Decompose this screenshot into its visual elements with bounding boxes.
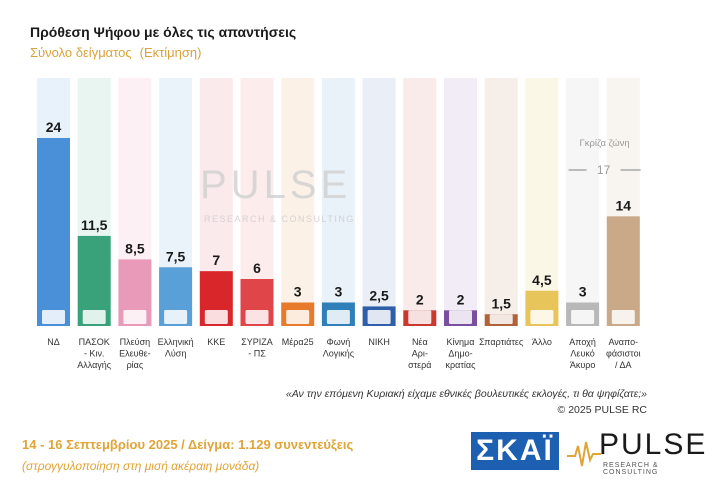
gray-zone-value: 17 [597,163,611,177]
survey-dates-sample: 14 - 16 Σεπτεμβρίου 2025 / Δείγμα: 1.129… [22,437,354,452]
party-logo [326,310,350,324]
copyright-note: © 2025 PULSE RC [557,404,647,416]
value-label: 7,5 [166,248,186,264]
pulse-wave-icon [567,441,601,467]
category-label: ΝΔ [47,337,60,347]
category-label: Αποχή [569,337,596,347]
column-background [444,78,477,326]
value-label: 2,5 [369,287,389,303]
category-label: ΣΥΡΙΖΑ [241,337,273,347]
gray-zone-label: Γκρίζα ζώνη [580,138,630,149]
category-label: - Κιν. [84,349,105,359]
survey-question: «Αν την επόμενη Κυριακή είχαμε εθνικές β… [285,388,647,400]
column-background [525,78,559,326]
category-label: Φωνή [327,337,351,347]
party-logo [82,310,106,324]
party-logo [204,310,228,324]
party-logo [42,310,65,324]
party-logo [571,310,595,324]
value-label: 3 [579,284,587,300]
category-label: Πλεύση [120,337,151,347]
value-label: 3 [335,284,343,300]
category-label: Λύση [165,349,187,359]
value-label: 14 [616,197,632,213]
chart-title: Πρόθεση Ψήφου με όλες τις απαντήσεις [30,24,297,40]
value-label: 1,5 [491,295,511,311]
party-logo [123,310,147,324]
party-logo [489,314,513,324]
bar [606,216,640,326]
value-label: 3 [294,284,302,300]
category-label: φάσιστοι [606,349,641,359]
category-label: / ΔΑ [615,360,632,370]
column-background [484,78,518,326]
value-label: 2 [416,291,424,307]
chart-subtitle: Σύνολο δείγματος (Εκτίμηση) [30,45,201,60]
value-label: 8,5 [125,240,145,256]
category-label: Ελληνική [158,337,194,347]
value-label: 24 [46,119,62,135]
skai-logo: ΣΚΑΪ [471,432,559,470]
column-background [566,78,600,326]
column-background [281,78,315,326]
party-logo [611,310,635,324]
value-label: 2 [457,291,465,307]
category-label: Σπαρτιάτες [479,337,524,347]
category-label: Αρι- [412,349,428,359]
watermark-name: PULSE [200,163,351,207]
category-label: Μέρα25 [282,337,314,347]
party-logo [286,310,310,324]
category-label: στερά [408,360,431,370]
party-logo [367,310,391,324]
category-label: Νέα [412,337,428,347]
category-label: Λογικής [323,349,355,359]
vote-intention-chart: PULSE RESEARCH & CONSULTING 24 ΝΔ 11,5 ΠΑΣΟΚ -… [37,78,641,370]
value-label: 4,5 [532,272,552,288]
value-label: 6 [253,260,261,276]
pulse-logo: PULSE RESEARCH & CONSULTING [567,428,705,476]
category-label: Άκυρο [570,360,596,370]
category-label: Λευκό [570,349,594,359]
category-label: Δημο- [448,349,472,359]
column-background [321,78,355,326]
category-label: ρίας [127,360,144,370]
category-label: κρατίας [446,360,477,370]
value-label: 11,5 [81,217,108,233]
category-label: Κίνημα [447,337,475,347]
category-label: Αλλαγής [77,360,112,370]
pulse-logo-sub: RESEARCH & CONSULTING [603,462,659,476]
party-logo [449,310,472,324]
pulse-logo-name: PULSE [599,428,708,461]
subtitle-estimate: (Εκτίμηση) [139,45,202,60]
column-background [362,78,396,326]
category-label: ΝΙΚΗ [368,337,390,347]
subtitle-sample: Σύνολο δείγματος [30,45,132,60]
bar [37,138,70,326]
party-logo [408,310,432,324]
party-logo [245,310,269,324]
category-label: ΚΚΕ [207,337,225,347]
watermark-sub: RESEARCH & CONSULTING [204,214,355,224]
value-label: 7 [212,252,220,268]
category-label: ΠΑΣΟΚ [79,337,110,347]
category-label: - ΠΣ [248,349,266,359]
category-label: Άλλο [532,337,552,347]
rounding-note: (στρογγυλοποίηση στη μισή ακέραιη μονάδα… [22,459,260,473]
category-label: Αναπο- [608,337,638,347]
party-logo [164,310,188,324]
party-logo [530,310,554,324]
category-label: Ελευθε- [119,349,150,359]
column-background [403,78,437,326]
